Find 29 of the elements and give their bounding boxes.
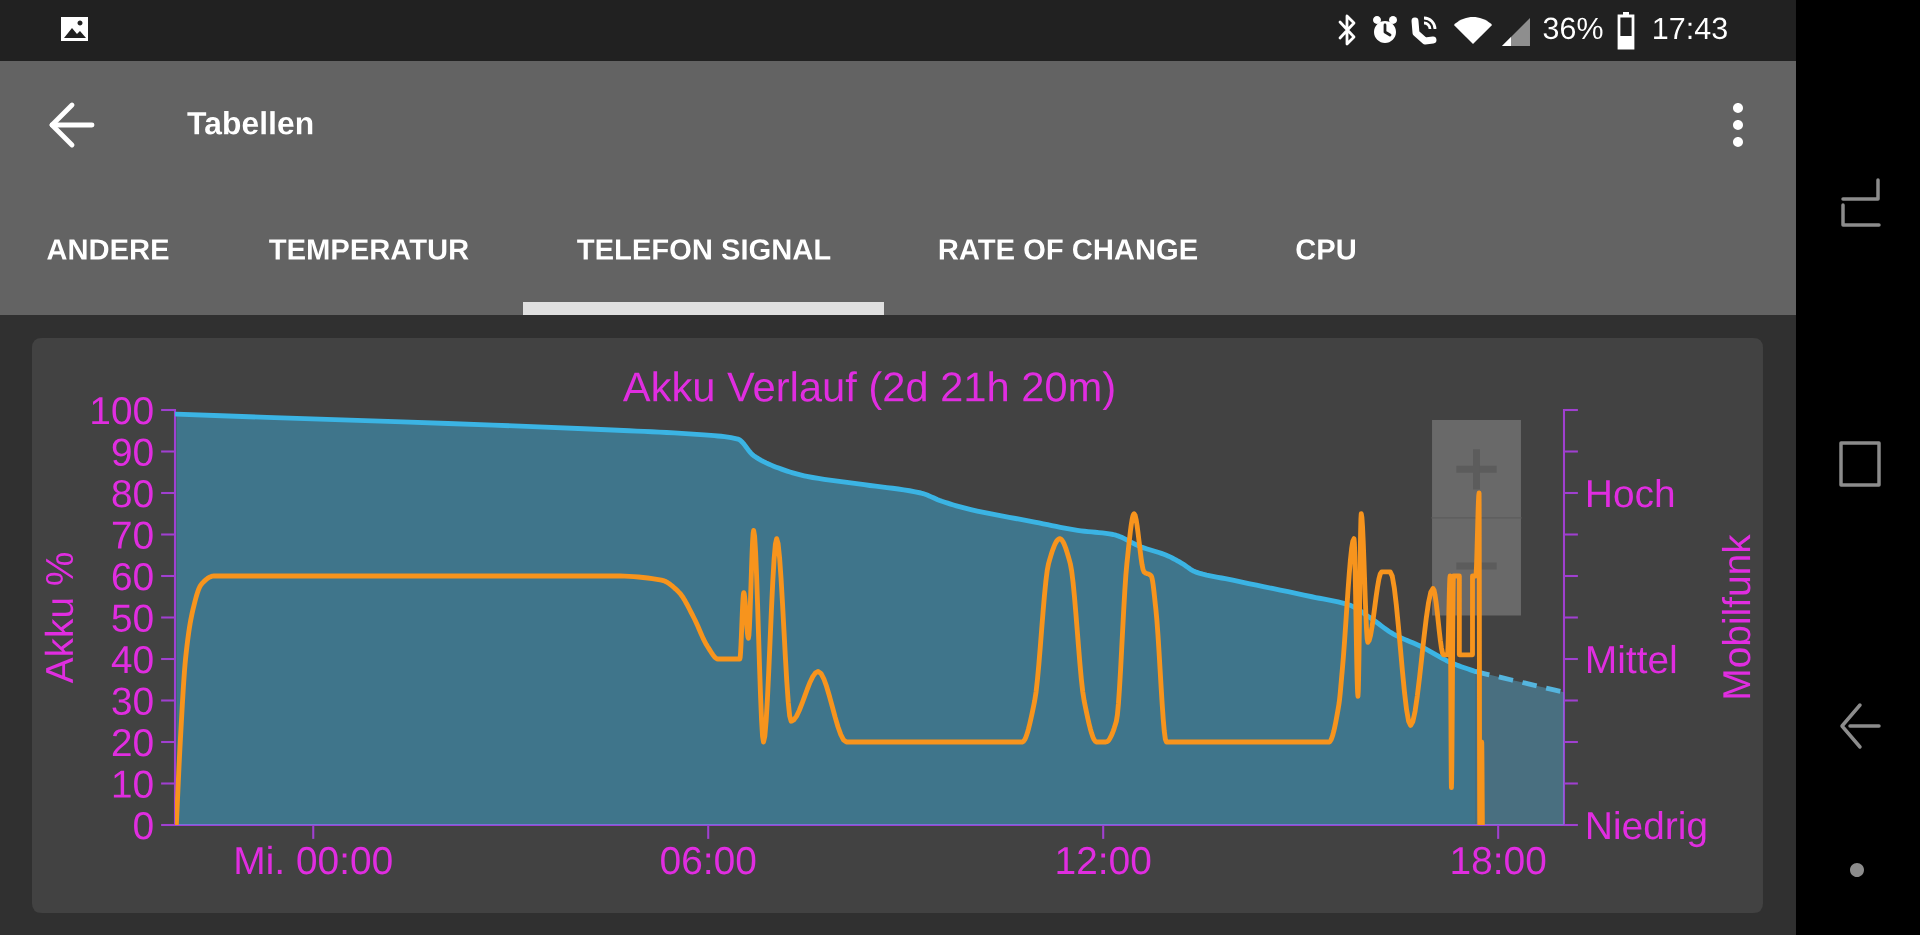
y2-axis-title: Mobilfunk	[1721, 534, 1751, 698]
text: 36%	[1543, 17, 1603, 40]
y-tick-label: 100	[92, 396, 153, 425]
y-tick-label: 60	[112, 562, 153, 591]
y-tick-label: 20	[112, 728, 153, 757]
y-tick-label: 30	[112, 687, 153, 715]
y-tick-label: 80	[112, 479, 153, 508]
y-tick-label: 90	[112, 438, 153, 466]
y-tick-label: 50	[112, 604, 153, 632]
category-label: Mittel	[1588, 644, 1676, 674]
x-tick-label: 12:00	[1057, 846, 1151, 875]
y-tick-label: 40	[111, 645, 153, 674]
x-tick-label: 18:00	[1452, 846, 1546, 875]
text: 17:43	[1654, 17, 1727, 40]
category-label: Niedrig	[1588, 810, 1706, 848]
text: ANDERE	[47, 239, 169, 260]
y-tick-label: 10	[113, 770, 153, 798]
y-tick-label: 0	[134, 811, 153, 840]
x-tick-label: Mi. 00:00	[236, 845, 392, 875]
y-tick-label: 70	[112, 521, 153, 549]
y-axis-title: Akku %	[44, 552, 74, 684]
text: CPU	[1296, 239, 1356, 260]
category-label: Hoch	[1588, 478, 1674, 508]
text: TEMPERATUR	[269, 239, 469, 260]
text: RATE OF CHANGE	[939, 239, 1198, 260]
x-tick-label: 06:00	[661, 846, 756, 875]
text: TELEFON SIGNAL	[577, 239, 831, 260]
chart-title: Akku Verlauf (2d 21h 20m)	[622, 371, 1114, 410]
text: Tabellen	[187, 111, 313, 135]
